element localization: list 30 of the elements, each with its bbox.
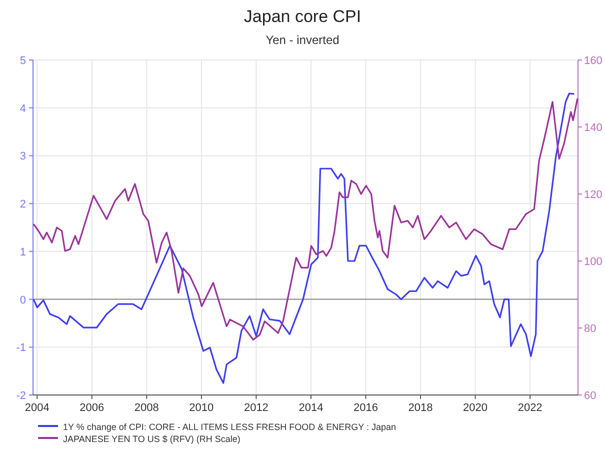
y-tick-label: 5 (20, 55, 26, 67)
y2-tick-label: 160 (584, 55, 602, 67)
y-tick-label: 0 (20, 294, 26, 306)
chart-subtitle: Yen - inverted (266, 33, 340, 47)
y2-tick-label: 60 (584, 390, 596, 402)
x-tick-label: 2006 (80, 402, 104, 414)
y-tick-label: 2 (20, 198, 26, 211)
x-tick-label: 2014 (298, 402, 324, 414)
y2-tick-label: 80 (584, 323, 596, 335)
x-tick-label: 2022 (518, 402, 542, 414)
x-tick-label: 2010 (189, 402, 214, 414)
x-tick-label: 2016 (354, 402, 378, 414)
chart-title: Japan core CPI (244, 7, 362, 26)
line-series (32, 98, 578, 341)
y2-tick-label: 140 (584, 122, 602, 134)
y2-tick-label: 100 (584, 256, 602, 268)
line-series (32, 92, 575, 384)
y-tick-label: -2 (16, 390, 26, 402)
x-tick-label: 2020 (463, 402, 488, 414)
y-tick-label: 3 (20, 150, 26, 163)
y-tick-label: -1 (16, 342, 26, 354)
y-tick-label: 1 (20, 246, 26, 258)
y-tick-label: 4 (20, 102, 26, 115)
legend-label: JAPANESE YEN TO US $ (RFV) (RH Scale) (63, 434, 240, 444)
y2-tick-label: 120 (584, 189, 602, 201)
x-tick-label: 2012 (244, 402, 268, 414)
x-tick-label: 2018 (408, 402, 433, 414)
legend-label: 1Y % change of CPI: CORE - ALL ITEMS LESS FRESH FOOD & ENERGY : Japan (63, 422, 396, 432)
x-tick-label: 2004 (24, 402, 50, 414)
x-tick-label: 2008 (134, 402, 159, 414)
